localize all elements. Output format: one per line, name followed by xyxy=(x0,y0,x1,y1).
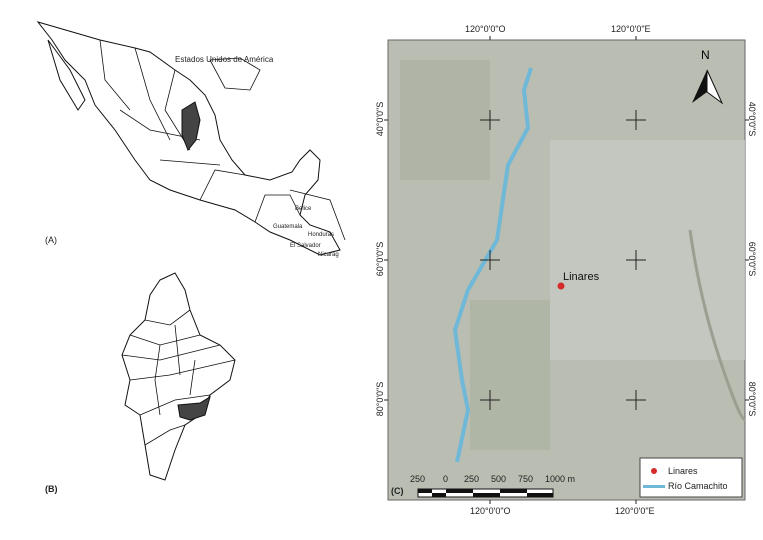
nuevo-leon-outline xyxy=(121,272,236,481)
legend-box xyxy=(639,457,743,498)
left-tick-40: 40°0'0"S xyxy=(375,101,385,137)
label-guatemala: Guatemala xyxy=(273,224,303,230)
urban-area xyxy=(550,140,745,360)
north-arrow-icon xyxy=(692,69,724,105)
nuevo-leon-map xyxy=(121,272,236,481)
left-tick-80: 80°0'0"S xyxy=(375,381,385,417)
linares-municipality-highlight xyxy=(177,395,211,421)
bottom-tick-e: 120°0'0"E xyxy=(615,506,655,516)
river-rio-camachito xyxy=(452,67,533,463)
right-tick-40: 40°0'0"S xyxy=(747,101,757,137)
scale-bar xyxy=(417,488,554,498)
panel-b-label: (B) xyxy=(45,484,58,494)
top-tick-o: 120°0'0"O xyxy=(465,24,506,34)
scale-label: 0 xyxy=(443,474,449,484)
label-nicaragua: Nicarag xyxy=(318,252,339,258)
panel-a-label: (A) xyxy=(45,235,57,245)
scale-label: 1000 m xyxy=(545,474,576,484)
label-honduras: Honduras xyxy=(308,232,335,238)
scale-label: 250 xyxy=(410,474,426,484)
right-tick-80: 80°0'0"S xyxy=(747,381,757,417)
bottom-tick-o: 120°0'0"O xyxy=(470,506,511,516)
left-tick-60: 60°0'0"S xyxy=(375,241,385,277)
linares-label: Linares xyxy=(563,271,600,283)
graticule-crosses xyxy=(384,36,749,504)
scale-label: 500 xyxy=(491,474,507,484)
scale-label: 750 xyxy=(518,474,534,484)
label-usa: Estados Unidos de América xyxy=(175,55,274,64)
scale-label: 250 xyxy=(464,474,480,484)
label-belice: Belice xyxy=(295,206,312,212)
mexico-map xyxy=(36,21,346,256)
legend-river: Río Camachito xyxy=(668,481,728,491)
legend-linares: Linares xyxy=(668,466,698,476)
panel-c-label: (C) xyxy=(391,486,404,496)
label-el-salvador: El Salvador xyxy=(290,243,321,249)
right-tick-60: 60°0'0"S xyxy=(747,241,757,277)
nuevo-leon-highlight xyxy=(181,101,201,151)
top-tick-e: 120°0'0"E xyxy=(611,24,651,34)
north-label: N xyxy=(701,48,710,62)
linares-point xyxy=(557,282,565,290)
